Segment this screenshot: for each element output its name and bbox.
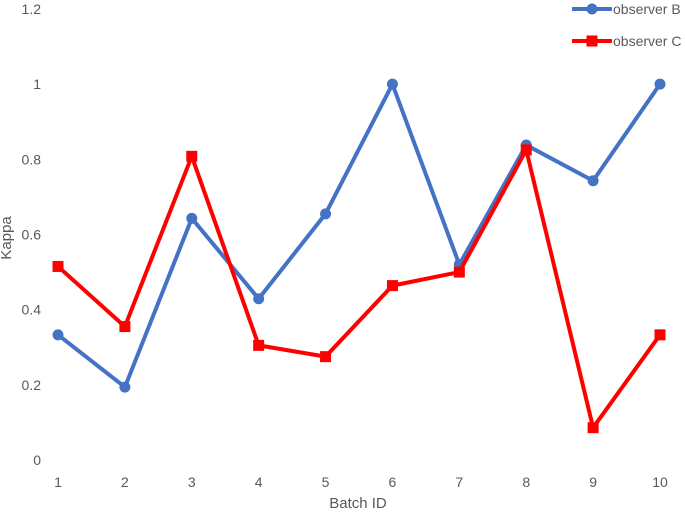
series-line [56,82,662,390]
y-tick-label: 1.2 [22,1,42,17]
x-tick-label: 2 [121,474,129,490]
data-point [654,329,666,341]
data-point [654,78,666,90]
series-layer [52,78,666,434]
series-observer-c [52,144,666,434]
x-tick-label: 10 [652,474,668,490]
y-tick-label: 1 [33,76,41,92]
series-line [56,147,662,430]
data-point [253,339,265,351]
y-tick-label: 0.8 [22,151,42,167]
data-point [52,260,64,272]
x-tick-label: 1 [54,474,62,490]
data-point [386,280,398,292]
x-tick-label: 7 [455,474,463,490]
legend-item: observer C [572,33,681,49]
legend-label: observer B [613,1,681,17]
data-point [119,321,131,333]
data-point [587,175,599,187]
y-tick-label: 0.2 [22,377,42,393]
x-axis-title: Batch ID [329,495,387,512]
data-point [186,212,198,224]
data-point [186,150,198,162]
data-point [119,381,131,393]
data-point [453,266,465,278]
x-tick-label: 5 [322,474,330,490]
legend-label: observer C [613,33,681,49]
x-tick-label: 6 [389,474,397,490]
legend: observer B observer C [572,1,681,49]
y-tick-label: 0.6 [22,227,42,243]
legend-marker [586,3,598,15]
data-point [386,78,398,90]
x-tick-label: 4 [255,474,263,490]
legend-item: observer B [572,1,681,17]
x-tick-label: 8 [522,474,530,490]
data-point [253,293,265,305]
data-point [520,144,532,156]
y-tick-label: 0 [33,452,41,468]
x-axis-ticks: 1 2 3 4 5 6 7 8 9 10 [54,474,668,490]
y-axis-ticks: 0 0.2 0.4 0.6 0.8 1 1.2 [22,1,42,468]
data-point [320,208,332,220]
legend-marker [586,35,598,47]
x-tick-label: 3 [188,474,196,490]
y-tick-label: 0.4 [22,302,42,318]
x-tick-label: 9 [589,474,597,490]
data-point [52,329,64,341]
data-point [587,422,599,434]
y-axis-title: Kappa [0,216,15,260]
data-point [320,351,332,363]
